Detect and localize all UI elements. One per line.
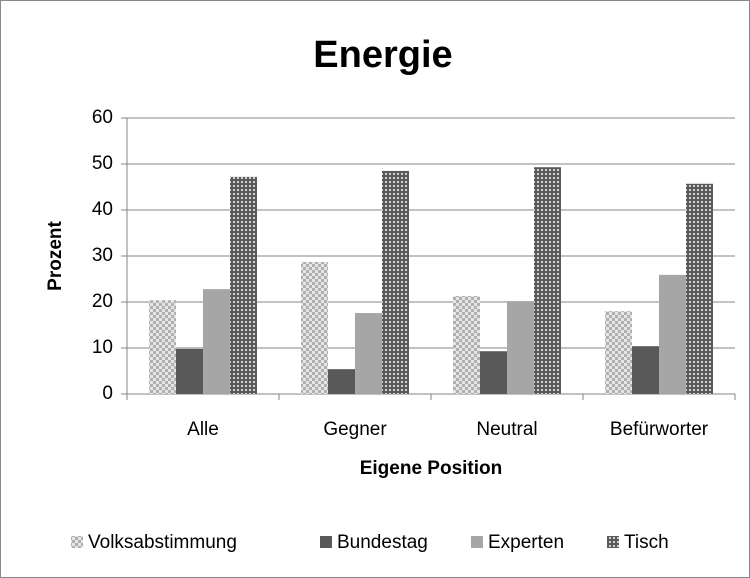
bar: [301, 261, 328, 394]
legend-swatch: [71, 536, 83, 548]
y-tick-label: 60: [92, 107, 113, 128]
y-axis-label: Prozent: [45, 220, 66, 290]
y-tick-label: 0: [102, 383, 113, 404]
y-tick-label: 30: [92, 245, 113, 266]
bar: [507, 301, 534, 394]
bar: [176, 348, 203, 394]
bar: [453, 296, 480, 394]
bar: [203, 289, 230, 394]
legend-label: Tisch: [624, 532, 669, 553]
legend-label: Bundestag: [337, 532, 428, 553]
bar: [534, 167, 561, 394]
x-tick-label: Gegner: [323, 419, 387, 440]
bar: [149, 300, 176, 394]
legend-swatch: [471, 536, 483, 548]
bar: [632, 346, 659, 394]
legend-swatch: [320, 536, 332, 548]
chart-title: Energie: [313, 34, 452, 76]
bar: [605, 311, 632, 394]
y-tick-label: 50: [92, 153, 113, 174]
y-tick-label: 20: [92, 291, 113, 312]
bar: [686, 183, 713, 394]
bar: [230, 176, 257, 394]
bar: [355, 313, 382, 394]
y-tick-label: 10: [92, 337, 113, 358]
x-tick-label: Alle: [187, 419, 219, 440]
x-axis-label: Eigene Position: [360, 458, 503, 479]
legend-label: Volksabstimmung: [88, 532, 237, 553]
bar: [480, 351, 507, 394]
legend-swatch: [607, 536, 619, 548]
bar: [382, 170, 409, 394]
bar: [328, 369, 355, 394]
bar: [659, 274, 686, 394]
y-tick-label: 40: [92, 199, 113, 220]
x-tick-label: Befürworter: [610, 419, 709, 440]
legend-label: Experten: [488, 532, 564, 553]
x-tick-label: Neutral: [476, 419, 537, 440]
